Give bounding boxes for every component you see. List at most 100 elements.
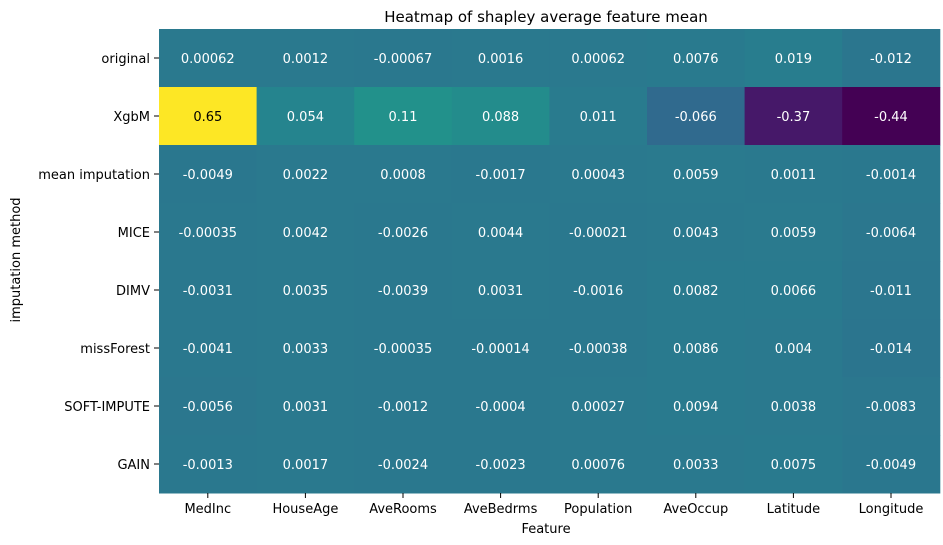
cell-value-label: -0.0014 bbox=[866, 168, 916, 183]
heatmap-cell bbox=[647, 29, 746, 88]
y-tick-label: DIMV bbox=[116, 284, 150, 299]
cell-value-label: 0.0044 bbox=[478, 226, 524, 241]
cell-value-label: 0.0033 bbox=[673, 458, 719, 473]
cell-value-label: -0.0056 bbox=[183, 400, 233, 415]
heatmap-cell bbox=[256, 377, 355, 436]
cell-value-label: 0.0035 bbox=[283, 284, 329, 299]
cell-value-label: -0.0064 bbox=[866, 226, 916, 241]
y-tick-label: mean imputation bbox=[38, 168, 150, 183]
cell-value-label: 0.00043 bbox=[571, 168, 625, 183]
heatmap-cell bbox=[451, 377, 550, 436]
heatmap-cell bbox=[354, 145, 453, 204]
cell-value-label: -0.0031 bbox=[183, 284, 233, 299]
heatmap-cell bbox=[354, 377, 453, 436]
heatmap-cell bbox=[744, 29, 843, 88]
heatmap-cell bbox=[256, 87, 355, 146]
heatmap-cell bbox=[647, 319, 746, 378]
cell-value-label: -0.00035 bbox=[179, 226, 237, 241]
cell-value-label: 0.0033 bbox=[283, 342, 329, 357]
heatmap-cell bbox=[354, 87, 453, 146]
cell-value-label: -0.0041 bbox=[183, 342, 233, 357]
x-axis-label: Feature bbox=[521, 522, 570, 537]
cell-value-label: 0.0086 bbox=[673, 342, 719, 357]
cell-value-label: -0.0049 bbox=[866, 458, 916, 473]
heatmap-cell bbox=[842, 261, 941, 320]
y-tick-label: SOFT-IMPUTE bbox=[64, 400, 150, 415]
cell-value-label: -0.0004 bbox=[476, 400, 526, 415]
cell-value-label: 0.00076 bbox=[571, 458, 625, 473]
heatmap-cell bbox=[451, 319, 550, 378]
cell-value-label: -0.0016 bbox=[573, 284, 623, 299]
cell-value-label: 0.0012 bbox=[283, 52, 329, 67]
cell-value-label: -0.0023 bbox=[476, 458, 526, 473]
cell-value-label: 0.0094 bbox=[673, 400, 719, 415]
cell-value-label: 0.0066 bbox=[771, 284, 817, 299]
chart-title: Heatmap of shapley average feature mean bbox=[384, 8, 708, 26]
heatmap-cell bbox=[647, 145, 746, 204]
heatmap-cell bbox=[842, 435, 941, 494]
cell-value-label: 0.054 bbox=[287, 110, 324, 125]
x-tick-label: HouseAge bbox=[272, 502, 338, 517]
cell-value-label: -0.0013 bbox=[183, 458, 233, 473]
heatmap-cell bbox=[159, 29, 258, 88]
cell-value-label: -0.0049 bbox=[183, 168, 233, 183]
cell-value-label: 0.019 bbox=[775, 52, 812, 67]
heatmap-cell bbox=[549, 377, 648, 436]
heatmap-cell bbox=[647, 377, 746, 436]
heatmap-cell bbox=[744, 435, 843, 494]
heatmap-cell bbox=[549, 145, 648, 204]
heatmap-cell bbox=[451, 87, 550, 146]
heatmap-cell bbox=[842, 203, 941, 262]
heatmap-cell bbox=[256, 319, 355, 378]
x-tick-label: Latitude bbox=[767, 502, 821, 517]
y-axis: original XgbM mean imputation MICE DIMV missF… bbox=[38, 52, 159, 473]
cell-value-label: 0.0031 bbox=[283, 400, 329, 415]
cell-value-label: 0.0082 bbox=[673, 284, 719, 299]
heatmap-cell bbox=[647, 261, 746, 320]
heatmap-cell bbox=[549, 435, 648, 494]
heatmap-cell bbox=[842, 87, 941, 146]
heatmap-cell bbox=[159, 435, 258, 494]
heatmap-cell bbox=[647, 435, 746, 494]
cell-value-label: 0.00062 bbox=[571, 52, 625, 67]
heatmap-cell bbox=[256, 145, 355, 204]
heatmap-cell bbox=[549, 203, 648, 262]
heatmap-cell bbox=[354, 435, 453, 494]
cell-value-label: -0.44 bbox=[874, 110, 908, 125]
cell-value-label: -0.012 bbox=[870, 52, 912, 67]
x-tick-label: Longitude bbox=[859, 502, 924, 517]
cell-value-label: -0.00014 bbox=[471, 342, 529, 357]
cell-value-label: 0.0059 bbox=[771, 226, 817, 241]
heatmap-cell bbox=[842, 145, 941, 204]
y-tick-label: original bbox=[101, 52, 150, 67]
heatmap-cell bbox=[159, 377, 258, 436]
heatmap-cell bbox=[744, 319, 843, 378]
heatmap-cell bbox=[549, 29, 648, 88]
heatmap-cell bbox=[842, 29, 941, 88]
cell-value-label: -0.0012 bbox=[378, 400, 428, 415]
cell-value-label: -0.011 bbox=[870, 284, 912, 299]
cell-value-label: -0.0024 bbox=[378, 458, 428, 473]
heatmap-cell bbox=[159, 87, 258, 146]
cell-value-label: 0.11 bbox=[389, 110, 418, 125]
heatmap-cell bbox=[744, 203, 843, 262]
heatmap-cell bbox=[354, 319, 453, 378]
cell-value-label: 0.0075 bbox=[771, 458, 817, 473]
heatmap-cell bbox=[647, 203, 746, 262]
heatmap-cell bbox=[451, 29, 550, 88]
heatmap-cell bbox=[451, 203, 550, 262]
heatmap-cell bbox=[256, 203, 355, 262]
heatmap-cell bbox=[159, 145, 258, 204]
heatmap-cell bbox=[744, 261, 843, 320]
heatmap-cell bbox=[647, 87, 746, 146]
y-tick-label: MICE bbox=[118, 226, 150, 241]
x-tick-label: AveBedrms bbox=[464, 502, 538, 517]
cell-value-label: 0.004 bbox=[775, 342, 812, 357]
y-tick-label: XgbM bbox=[113, 110, 150, 125]
cell-value-label: -0.00035 bbox=[374, 342, 432, 357]
cell-value-label: 0.0031 bbox=[478, 284, 524, 299]
x-axis: MedInc HouseAge AveRooms AveBedrms Populatio… bbox=[184, 493, 923, 517]
cell-value-label: 0.0016 bbox=[478, 52, 524, 67]
cell-value-label: 0.0022 bbox=[283, 168, 329, 183]
